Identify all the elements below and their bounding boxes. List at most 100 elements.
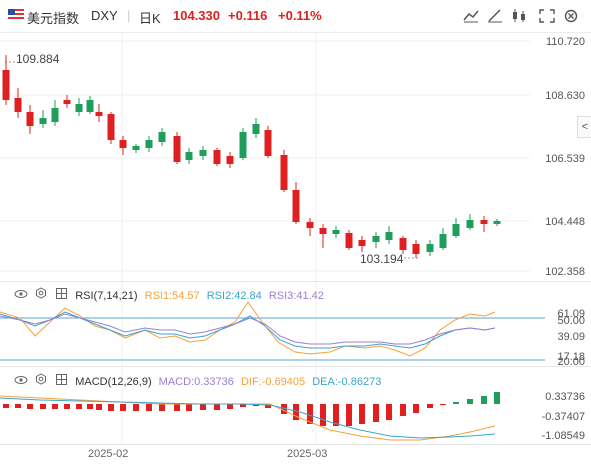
macd-histogram-bar <box>52 404 58 409</box>
macd-histogram-bar <box>186 404 192 411</box>
candle-body <box>372 236 380 242</box>
settings-icon[interactable] <box>35 287 49 302</box>
price-axis-label: 106.539 <box>545 153 585 165</box>
instrument-name[interactable]: 美元指数 <box>27 11 80 26</box>
candle-body <box>252 124 260 134</box>
candle-body <box>173 136 181 162</box>
candle-body <box>39 118 47 124</box>
indicator-select-icon[interactable] <box>56 374 68 388</box>
rsi1-value: RSI1:54.57 <box>144 290 200 302</box>
macd-histogram-bar <box>481 396 487 404</box>
side-panel-toggle[interactable]: < <box>577 116 591 138</box>
time-axis-label: 2025-02 <box>88 448 129 460</box>
divider: | <box>127 8 131 23</box>
candle-body <box>26 112 34 126</box>
macd-histogram-bar <box>40 404 46 409</box>
candle-body <box>119 140 127 148</box>
indicator-select-icon[interactable] <box>56 288 68 302</box>
macd-histogram-bar <box>87 404 93 409</box>
rsi-axis-label: 20.00 <box>557 356 585 368</box>
eye-icon[interactable] <box>14 375 28 388</box>
candle-body <box>452 224 460 236</box>
macd-histogram-bar <box>174 404 180 411</box>
macd-histogram-bar <box>15 404 21 408</box>
rsi2-value: RSI2:42.84 <box>206 290 262 302</box>
macd-histogram-bar <box>159 404 165 411</box>
macd-histogram-bar <box>64 404 70 409</box>
macd-histogram-bar <box>265 404 271 408</box>
us-flag-icon <box>8 9 24 21</box>
high-label: 109.884 <box>16 52 60 66</box>
macd-histogram-bar <box>413 404 419 413</box>
instrument-symbol[interactable]: DXY <box>91 8 118 23</box>
settings-icon[interactable] <box>35 373 49 388</box>
macd-histogram-bar <box>3 404 9 408</box>
low-label: 103.194 <box>360 252 404 266</box>
macd-histogram-bar <box>373 404 379 422</box>
macd-axis-label: -0.37407 <box>541 411 585 423</box>
candle-body <box>107 114 115 140</box>
line-chart-icon[interactable] <box>462 8 480 24</box>
candle-body <box>358 240 366 246</box>
macd-axis-label: 0.33736 <box>545 391 585 403</box>
panel-separator <box>0 366 591 367</box>
macd-histogram-bar <box>200 404 206 410</box>
eye-icon[interactable] <box>14 289 28 302</box>
candle-body <box>14 98 22 112</box>
panel-separator <box>0 281 591 282</box>
time-axis-label: 2025-03 <box>287 448 328 460</box>
rsi2-line <box>0 311 496 349</box>
candle-body <box>466 220 474 228</box>
rsi3-line <box>0 313 496 345</box>
candle-body <box>158 132 166 142</box>
macd-histogram-bar <box>359 404 365 424</box>
candle-body <box>385 232 393 240</box>
macd-histogram-bar <box>96 404 102 410</box>
candle-body <box>63 100 71 104</box>
macd-histogram-bar <box>27 404 33 409</box>
candlestick-icon[interactable] <box>510 8 528 24</box>
candle-body <box>439 234 447 248</box>
candle-body <box>280 155 288 190</box>
macd-header: MACD(12,26,9) MACD:0.33736 DIF:-0.69405 … <box>14 373 385 388</box>
dea-value: DEA:-0.86273 <box>312 376 382 388</box>
candle-body <box>95 112 103 116</box>
macd-histogram-bar <box>108 404 114 411</box>
period-selector[interactable]: 日K <box>139 11 161 26</box>
macd-histogram-bar <box>227 404 233 409</box>
candle-body <box>493 221 501 224</box>
candle-body <box>185 152 193 160</box>
settings-icon[interactable] <box>562 8 580 24</box>
candle-body <box>86 100 94 112</box>
rsi-name[interactable]: RSI(7,14,21) <box>75 290 138 302</box>
candle-body <box>239 132 247 158</box>
rsi-axis-label: 50.00 <box>557 315 585 327</box>
draw-tool-icon[interactable] <box>486 8 504 24</box>
fullscreen-icon[interactable] <box>538 8 556 24</box>
macd-histogram-bar <box>293 404 299 420</box>
macd-histogram-bar <box>440 404 446 405</box>
candle-body <box>480 220 488 224</box>
macd-histogram-bar <box>400 404 406 416</box>
chart-header: 美元指数 DXY | 日K 104.330 +0.116 +0.11% <box>0 0 591 33</box>
dea-line <box>0 397 496 439</box>
macd-name[interactable]: MACD(12,26,9) <box>75 376 152 388</box>
macd-histogram-bar <box>494 392 500 404</box>
candle-body <box>199 150 207 156</box>
dif-value: DIF:-0.69405 <box>240 376 306 388</box>
candle-body <box>264 130 272 156</box>
candle-body <box>132 146 140 150</box>
macd-histogram-bar <box>320 404 326 426</box>
macd-histogram-bar <box>214 404 220 410</box>
macd-histogram-bar <box>133 404 139 411</box>
candle-body <box>75 104 83 112</box>
rsi-axis-label: 39.09 <box>557 331 585 343</box>
macd-histogram-bar <box>240 404 246 407</box>
candle-body <box>399 238 407 250</box>
rsi-axis-label: 17.18 <box>557 351 585 363</box>
macd-histogram-bar <box>346 404 352 426</box>
candle-body <box>319 228 327 234</box>
rsi-header: RSI(7,14,21) RSI1:54.57 RSI2:42.84 RSI3:… <box>14 287 328 302</box>
price-axis-label: 110.720 <box>546 36 585 48</box>
macd-histogram-bar <box>307 404 313 424</box>
